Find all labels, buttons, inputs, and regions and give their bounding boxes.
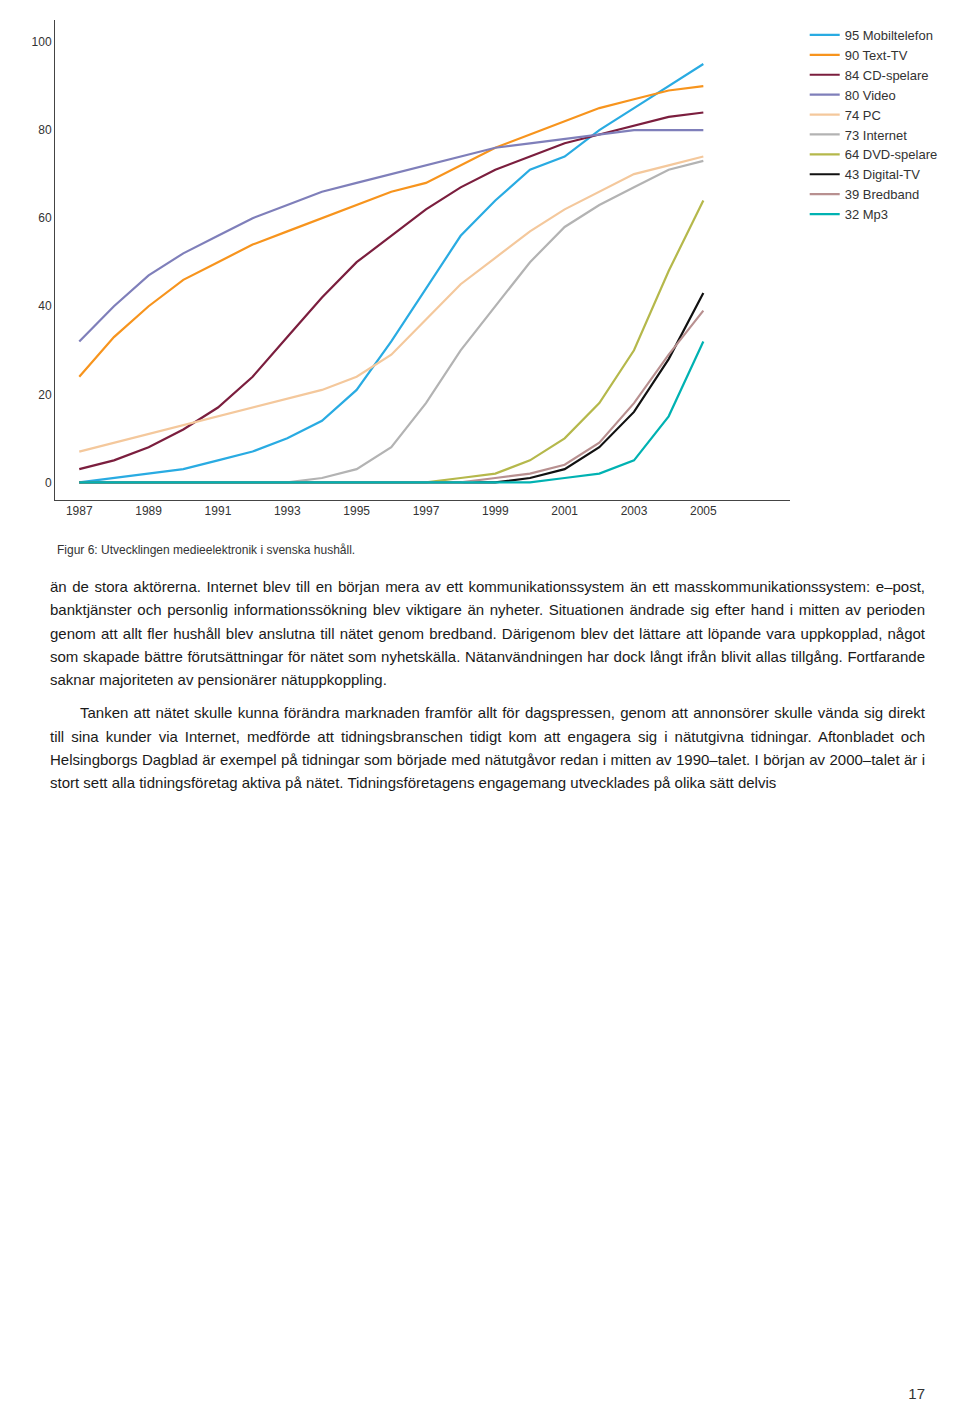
svg-text:80 Video: 80 Video: [845, 88, 896, 103]
svg-text:0: 0: [45, 476, 52, 490]
svg-text:1991: 1991: [205, 504, 232, 518]
svg-text:74 PC: 74 PC: [845, 108, 881, 123]
svg-text:39 Bredband: 39 Bredband: [845, 187, 919, 202]
svg-text:1995: 1995: [343, 504, 370, 518]
svg-text:84 CD-spelare: 84 CD-spelare: [845, 68, 929, 83]
svg-text:2003: 2003: [621, 504, 648, 518]
html-text:än de stora aktörerna. Interne: än de stora aktörerna. Internet blev til…: [50, 578, 925, 688]
svg-text:80: 80: [38, 123, 52, 137]
html-text:17: 17: [908, 1385, 925, 1402]
svg-text:1987: 1987: [66, 504, 93, 518]
svg-text:20: 20: [38, 388, 52, 402]
svg-text:1989: 1989: [135, 504, 162, 518]
svg-text:1997: 1997: [413, 504, 440, 518]
svg-text:32 Mp3: 32 Mp3: [845, 207, 888, 222]
svg-text:40: 40: [38, 299, 52, 313]
svg-text:2001: 2001: [551, 504, 578, 518]
svg-text:64 DVD-spelare: 64 DVD-spelare: [845, 147, 938, 162]
svg-text:90 Text-TV: 90 Text-TV: [845, 48, 908, 63]
svg-text:60: 60: [38, 211, 52, 225]
svg-text:95 Mobiltelefon: 95 Mobiltelefon: [845, 28, 933, 43]
svg-text:43 Digital-TV: 43 Digital-TV: [845, 167, 920, 182]
svg-text:100: 100: [32, 35, 52, 49]
html-text:Tanken att nätet skulle kunna: Tanken att nätet skulle kunna förändra m…: [50, 704, 925, 791]
svg-text:Figur 6: Utvecklingen medieele: Figur 6: Utvecklingen medieelektronik i …: [57, 543, 355, 557]
svg-text:73 Internet: 73 Internet: [845, 128, 908, 143]
svg-text:1999: 1999: [482, 504, 509, 518]
svg-text:2005: 2005: [690, 504, 717, 518]
svg-text:1993: 1993: [274, 504, 301, 518]
